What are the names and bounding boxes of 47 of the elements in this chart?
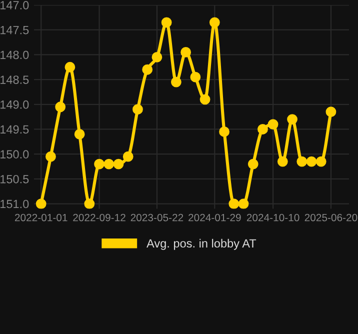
point	[190, 72, 201, 82]
legend-label: Avg. pos. in lobby AT	[146, 238, 256, 250]
y-tick-label: 148.0	[0, 50, 29, 60]
y-tick-label: 149.5	[0, 125, 29, 134]
point	[258, 124, 268, 134]
point	[94, 158, 104, 170]
y-tick-label: 147.0	[0, 1, 29, 10]
point	[113, 158, 124, 170]
y-tick-label: 150.0	[0, 150, 29, 158]
point	[161, 17, 172, 28]
y-tick-label: 150.5	[0, 174, 29, 184]
point	[219, 126, 230, 137]
x-tick-label: 2024-01-29	[188, 214, 241, 222]
point	[296, 156, 308, 167]
y-tick-label: 148.5	[0, 76, 29, 84]
point	[104, 158, 114, 170]
point	[122, 151, 134, 162]
point	[84, 198, 95, 209]
x-tick-label: 2022-01-01	[14, 214, 68, 222]
point	[238, 198, 249, 209]
point	[248, 158, 258, 170]
point	[326, 106, 336, 118]
point	[200, 94, 210, 105]
point	[132, 104, 143, 115]
point	[180, 47, 192, 58]
point	[170, 76, 182, 88]
point	[74, 129, 85, 140]
y-tick-label: 149.0	[0, 100, 29, 109]
point	[228, 198, 240, 209]
x-tick-label: 2023-05-22	[130, 214, 184, 222]
x-tick-label: 2025-06-20	[304, 214, 358, 222]
point	[209, 17, 220, 28]
point	[287, 114, 298, 125]
y-tick-label: 151.0	[0, 200, 29, 208]
point	[46, 151, 56, 162]
point	[142, 64, 153, 75]
point	[64, 62, 76, 72]
x-tick-label: 2022-09-12	[73, 214, 126, 222]
point	[36, 198, 46, 209]
point	[152, 52, 162, 62]
point	[268, 119, 278, 130]
x-tick-label: 2024-10-10	[246, 214, 300, 222]
point	[55, 102, 66, 112]
point	[277, 156, 288, 167]
y-tick-label: 147.5	[0, 26, 29, 34]
point	[306, 156, 317, 167]
point	[316, 156, 326, 167]
